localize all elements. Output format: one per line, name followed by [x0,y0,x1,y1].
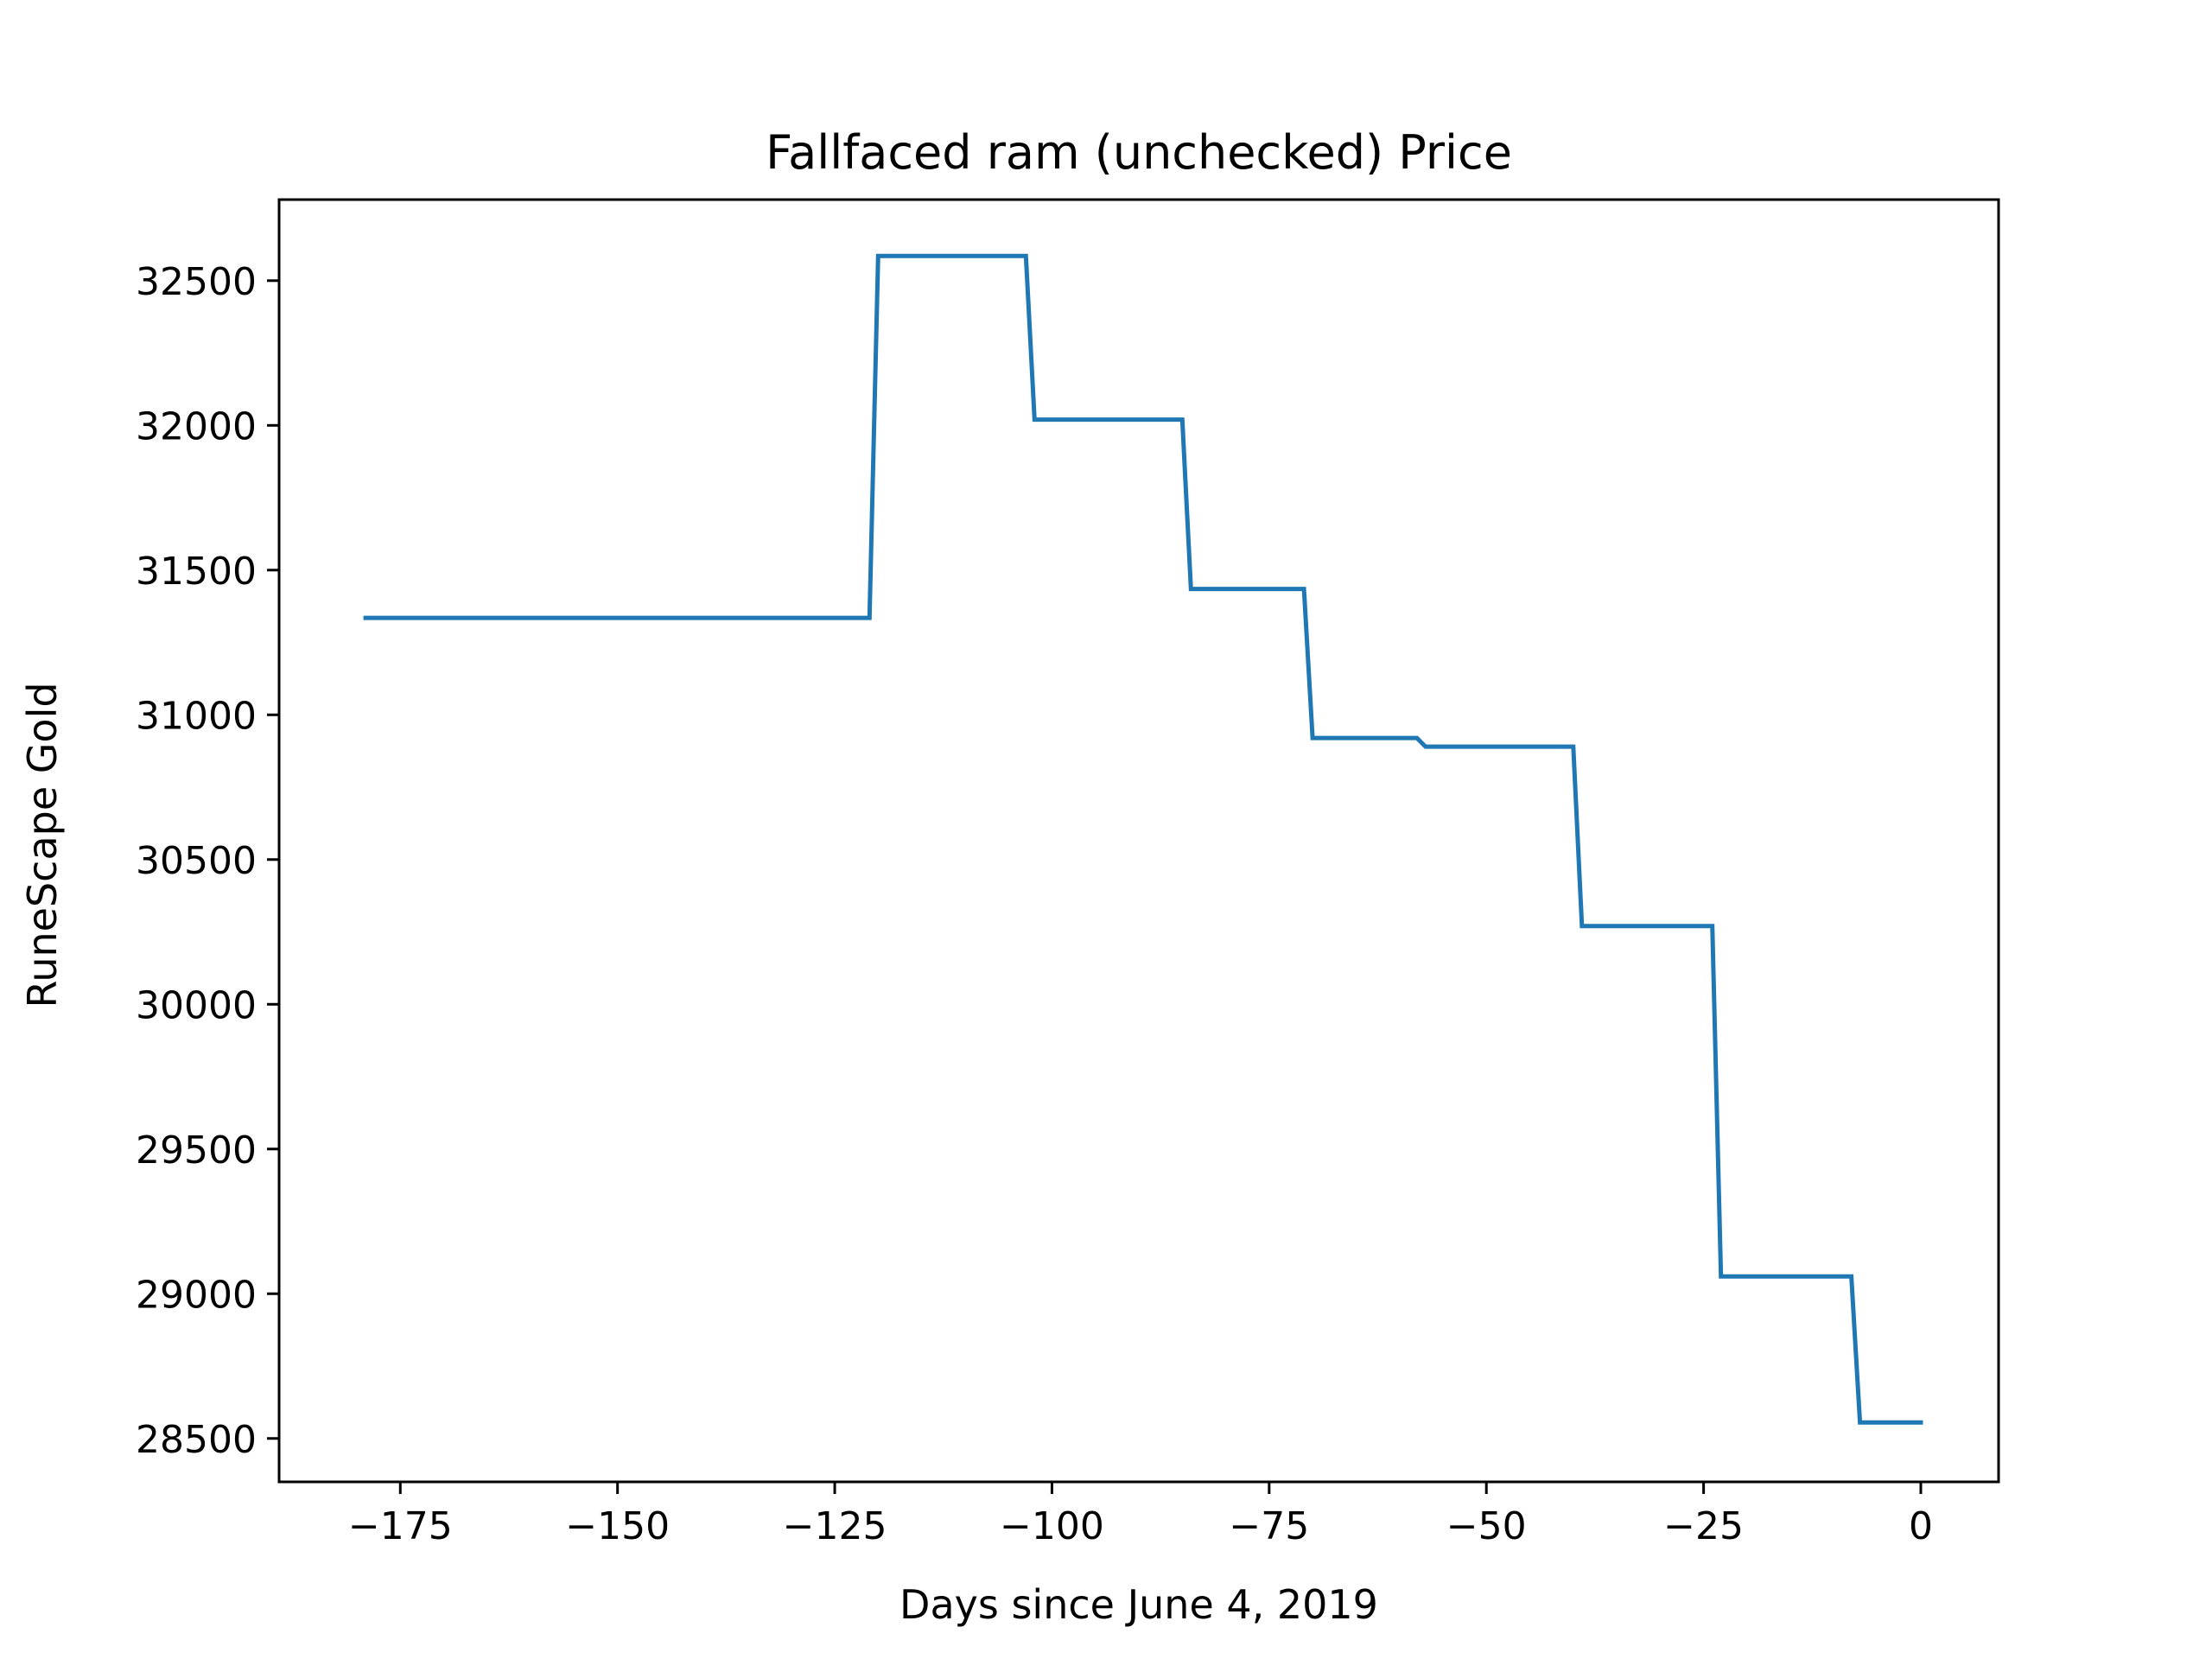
y-tick-label: 29500 [136,1128,257,1173]
x-tick-label: −125 [783,1504,887,1548]
x-axis-label: Days since June 4, 2019 [899,1581,1378,1628]
x-tick-label: −75 [1229,1504,1309,1548]
chart-title: Fallfaced ram (unchecked) Price [766,125,1512,180]
x-tick-label: 0 [1909,1504,1933,1548]
x-tick-label: −50 [1446,1504,1527,1548]
y-tick-label: 31500 [136,550,257,594]
price-series-line [363,253,1923,1425]
y-tick-label: 29000 [136,1273,257,1317]
y-tick-label: 32500 [136,260,257,304]
y-tick-label: 31000 [136,694,257,738]
y-tick-label: 30500 [136,839,257,883]
y-tick-label: 28500 [136,1418,257,1462]
x-tick-label: −175 [348,1504,453,1548]
y-tick-label: 30000 [136,983,257,1027]
plot-area: −175 −150 −125 −100 −75 −50 −25 0 28500 29000 2950… [136,198,2000,1548]
x-tick-label: −150 [565,1504,670,1548]
y-tick-label: 32000 [136,404,257,448]
x-tick-label: −25 [1663,1504,1744,1548]
x-tick-label: −100 [1000,1504,1104,1548]
y-axis-label: RuneScape Gold [19,682,66,1007]
axes-frame [277,198,2000,1484]
